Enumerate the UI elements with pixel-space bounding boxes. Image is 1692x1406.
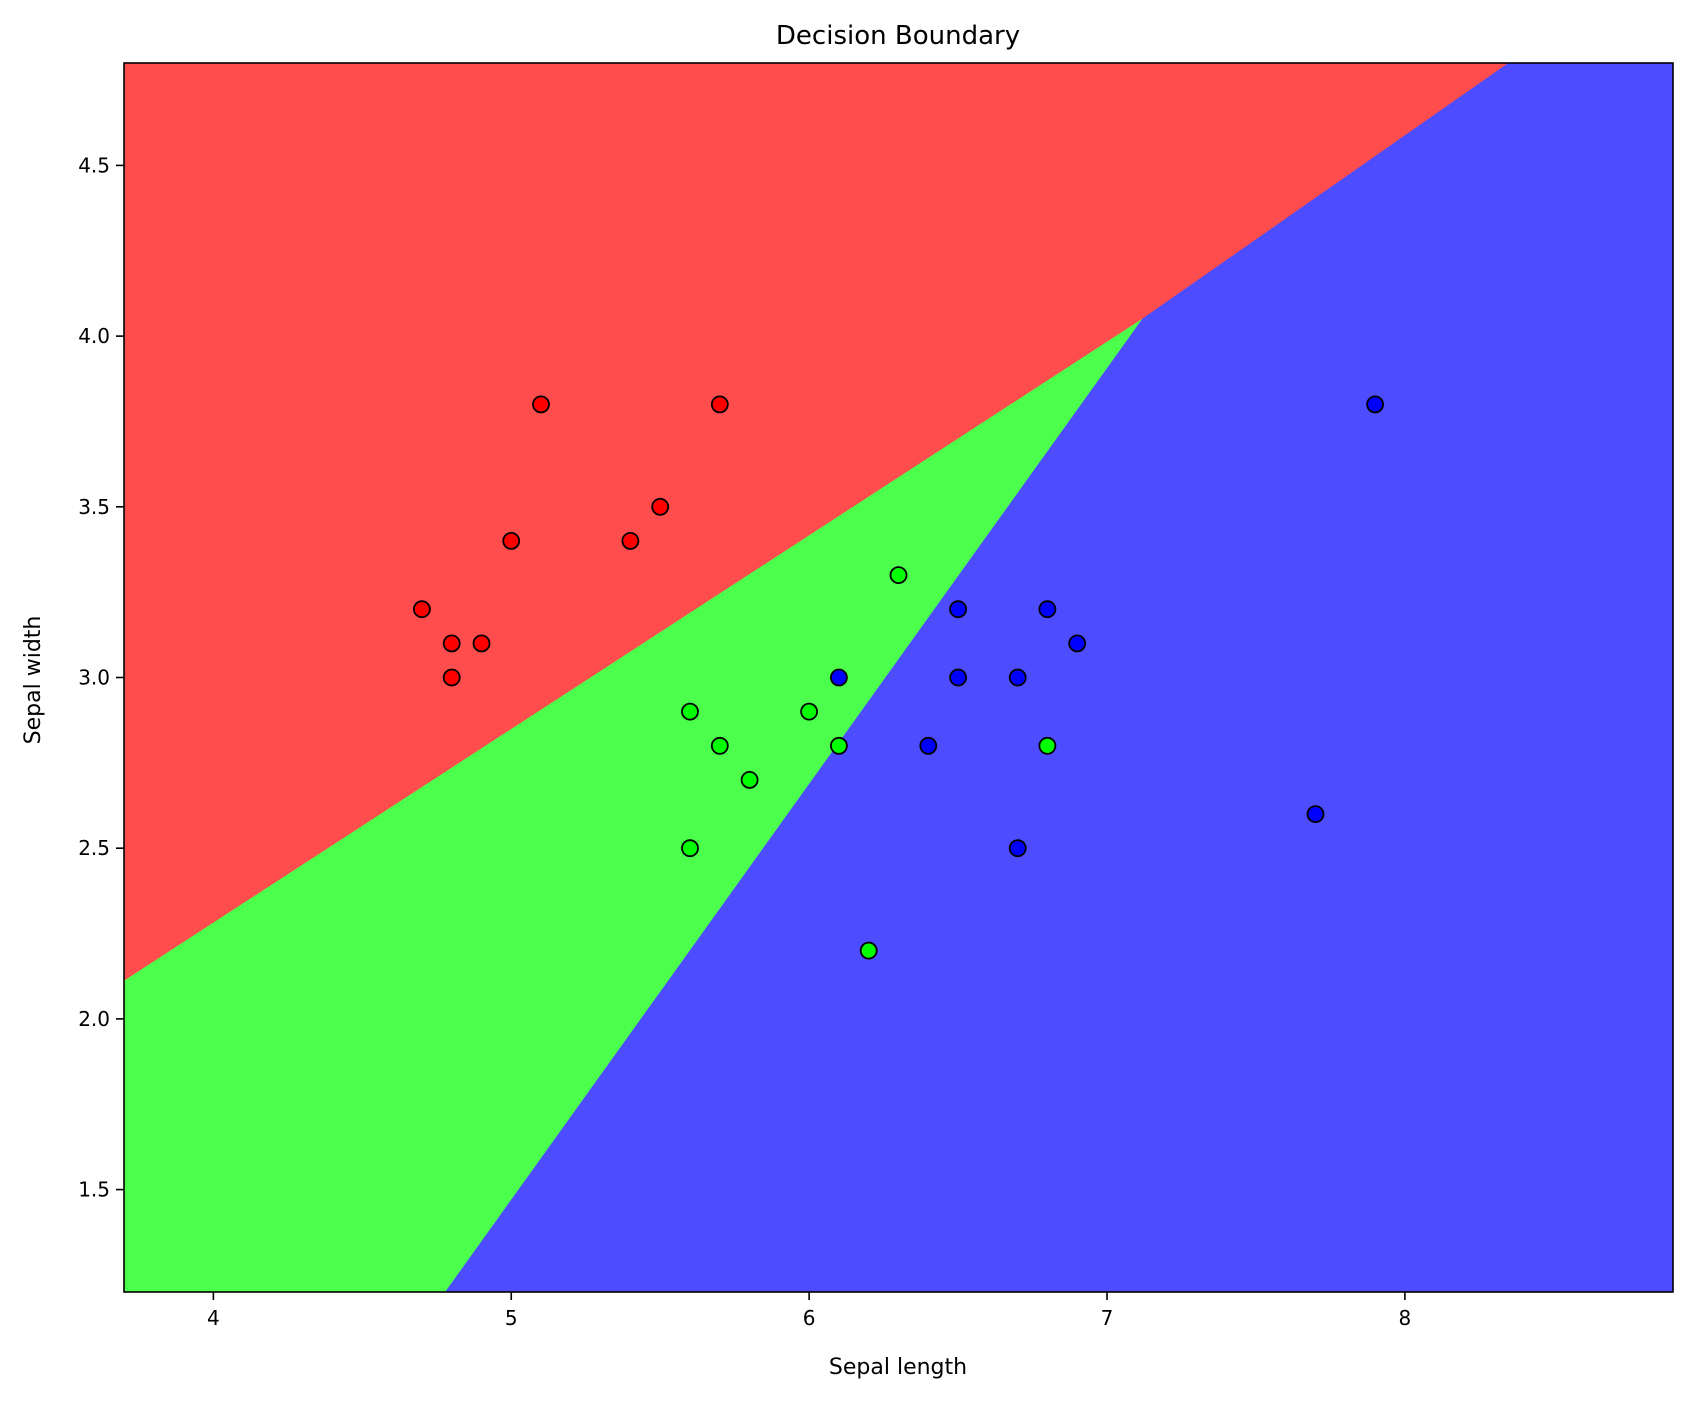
data-point-class-2: [1008, 668, 1027, 687]
chart-title: Decision Boundary: [776, 21, 1020, 51]
y-tick-label: 4.0: [78, 324, 110, 348]
data-points: [412, 395, 1384, 960]
y-tick-label: 2.0: [78, 1007, 110, 1031]
x-tick-label: 4: [207, 1306, 220, 1330]
data-point-class-0: [710, 395, 729, 414]
data-point-class-0: [412, 600, 431, 619]
data-point-class-2: [949, 668, 967, 687]
data-point-class-0: [442, 634, 461, 653]
data-point-class-2: [1306, 805, 1325, 823]
data-point-class-2: [1008, 839, 1027, 858]
data-point-class-1: [859, 941, 878, 960]
y-axis-label: Sepal width: [21, 616, 46, 745]
x-tick-label: 5: [505, 1306, 518, 1330]
data-point-class-1: [710, 736, 729, 755]
x-tick-label: 7: [1101, 1306, 1114, 1330]
data-point-class-2: [949, 600, 967, 619]
x-axis-ticks: 4 5 6 7 8: [207, 1292, 1411, 1330]
data-point-class-1: [830, 736, 848, 755]
data-point-class-0: [621, 532, 640, 550]
y-tick-label: 3.0: [78, 666, 110, 690]
data-point-class-1: [800, 702, 818, 721]
data-point-class-2: [919, 736, 938, 755]
x-tick-label: 6: [803, 1306, 816, 1330]
data-point-class-1: [740, 771, 759, 789]
y-axis-ticks: 1.5 2.0 2.5 3.0 3.5 4.0 4.5: [78, 153, 124, 1202]
decision-regions: [123, 62, 1674, 1293]
y-tick-label: 4.5: [78, 153, 110, 177]
x-tick-label: 8: [1399, 1306, 1412, 1330]
data-point-class-1: [1038, 736, 1057, 755]
data-point-class-0: [472, 634, 491, 653]
x-axis-label: Sepal length: [829, 1355, 967, 1380]
y-tick-label: 1.5: [78, 1178, 110, 1202]
data-point-class-1: [889, 566, 908, 584]
data-point-class-2: [1038, 600, 1057, 619]
data-point-class-0: [502, 532, 521, 550]
data-point-class-2: [830, 668, 848, 687]
data-point-class-1: [681, 702, 699, 721]
data-point-class-1: [681, 839, 699, 858]
data-point-class-0: [651, 497, 670, 516]
y-tick-label: 2.5: [78, 836, 110, 860]
data-point-class-2: [1068, 634, 1087, 653]
data-point-class-0: [442, 668, 461, 687]
data-point-class-0: [532, 395, 550, 414]
y-tick-label: 3.5: [78, 495, 110, 519]
data-point-class-2: [1366, 395, 1384, 414]
